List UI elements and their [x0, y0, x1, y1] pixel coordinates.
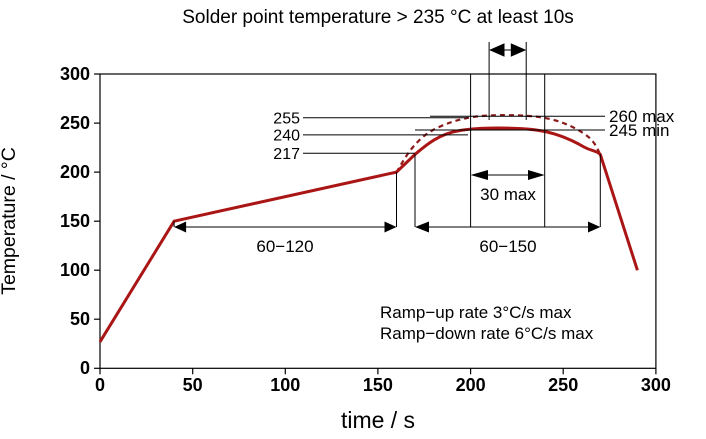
svg-text:200: 200	[60, 162, 90, 182]
svg-text:150: 150	[363, 375, 393, 395]
svg-text:50: 50	[70, 309, 90, 329]
svg-text:Ramp−down rate 6°C/s max: Ramp−down rate 6°C/s max	[380, 324, 594, 343]
svg-text:300: 300	[641, 375, 671, 395]
svg-text:0: 0	[95, 375, 105, 395]
svg-text:Ramp−up rate 3°C/s max: Ramp−up rate 3°C/s max	[380, 303, 572, 322]
svg-text:60−150: 60−150	[479, 237, 536, 256]
svg-text:60−120: 60−120	[256, 237, 313, 256]
svg-text:30 max: 30 max	[480, 185, 536, 204]
svg-text:50: 50	[183, 375, 203, 395]
svg-text:0: 0	[80, 358, 90, 378]
svg-text:255: 255	[273, 111, 300, 128]
svg-text:Solder point temperature > 235: Solder point temperature > 235 °C at lea…	[182, 7, 574, 28]
svg-text:250: 250	[60, 113, 90, 133]
svg-text:300: 300	[60, 64, 90, 84]
svg-text:time / s: time / s	[341, 407, 415, 433]
svg-text:100: 100	[270, 375, 300, 395]
svg-text:245 min: 245 min	[609, 121, 669, 140]
svg-text:150: 150	[60, 211, 90, 231]
svg-text:200: 200	[456, 375, 486, 395]
svg-text:240: 240	[273, 128, 300, 145]
svg-text:100: 100	[60, 260, 90, 280]
svg-text:250: 250	[548, 375, 578, 395]
svg-text:Temperature / °C: Temperature / °C	[0, 147, 20, 295]
svg-text:217: 217	[273, 146, 300, 163]
